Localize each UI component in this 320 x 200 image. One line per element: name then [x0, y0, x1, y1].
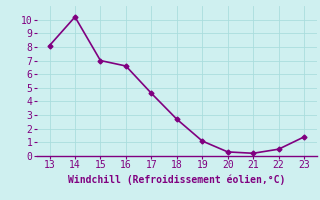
X-axis label: Windchill (Refroidissement éolien,°C): Windchill (Refroidissement éolien,°C) [68, 174, 285, 185]
